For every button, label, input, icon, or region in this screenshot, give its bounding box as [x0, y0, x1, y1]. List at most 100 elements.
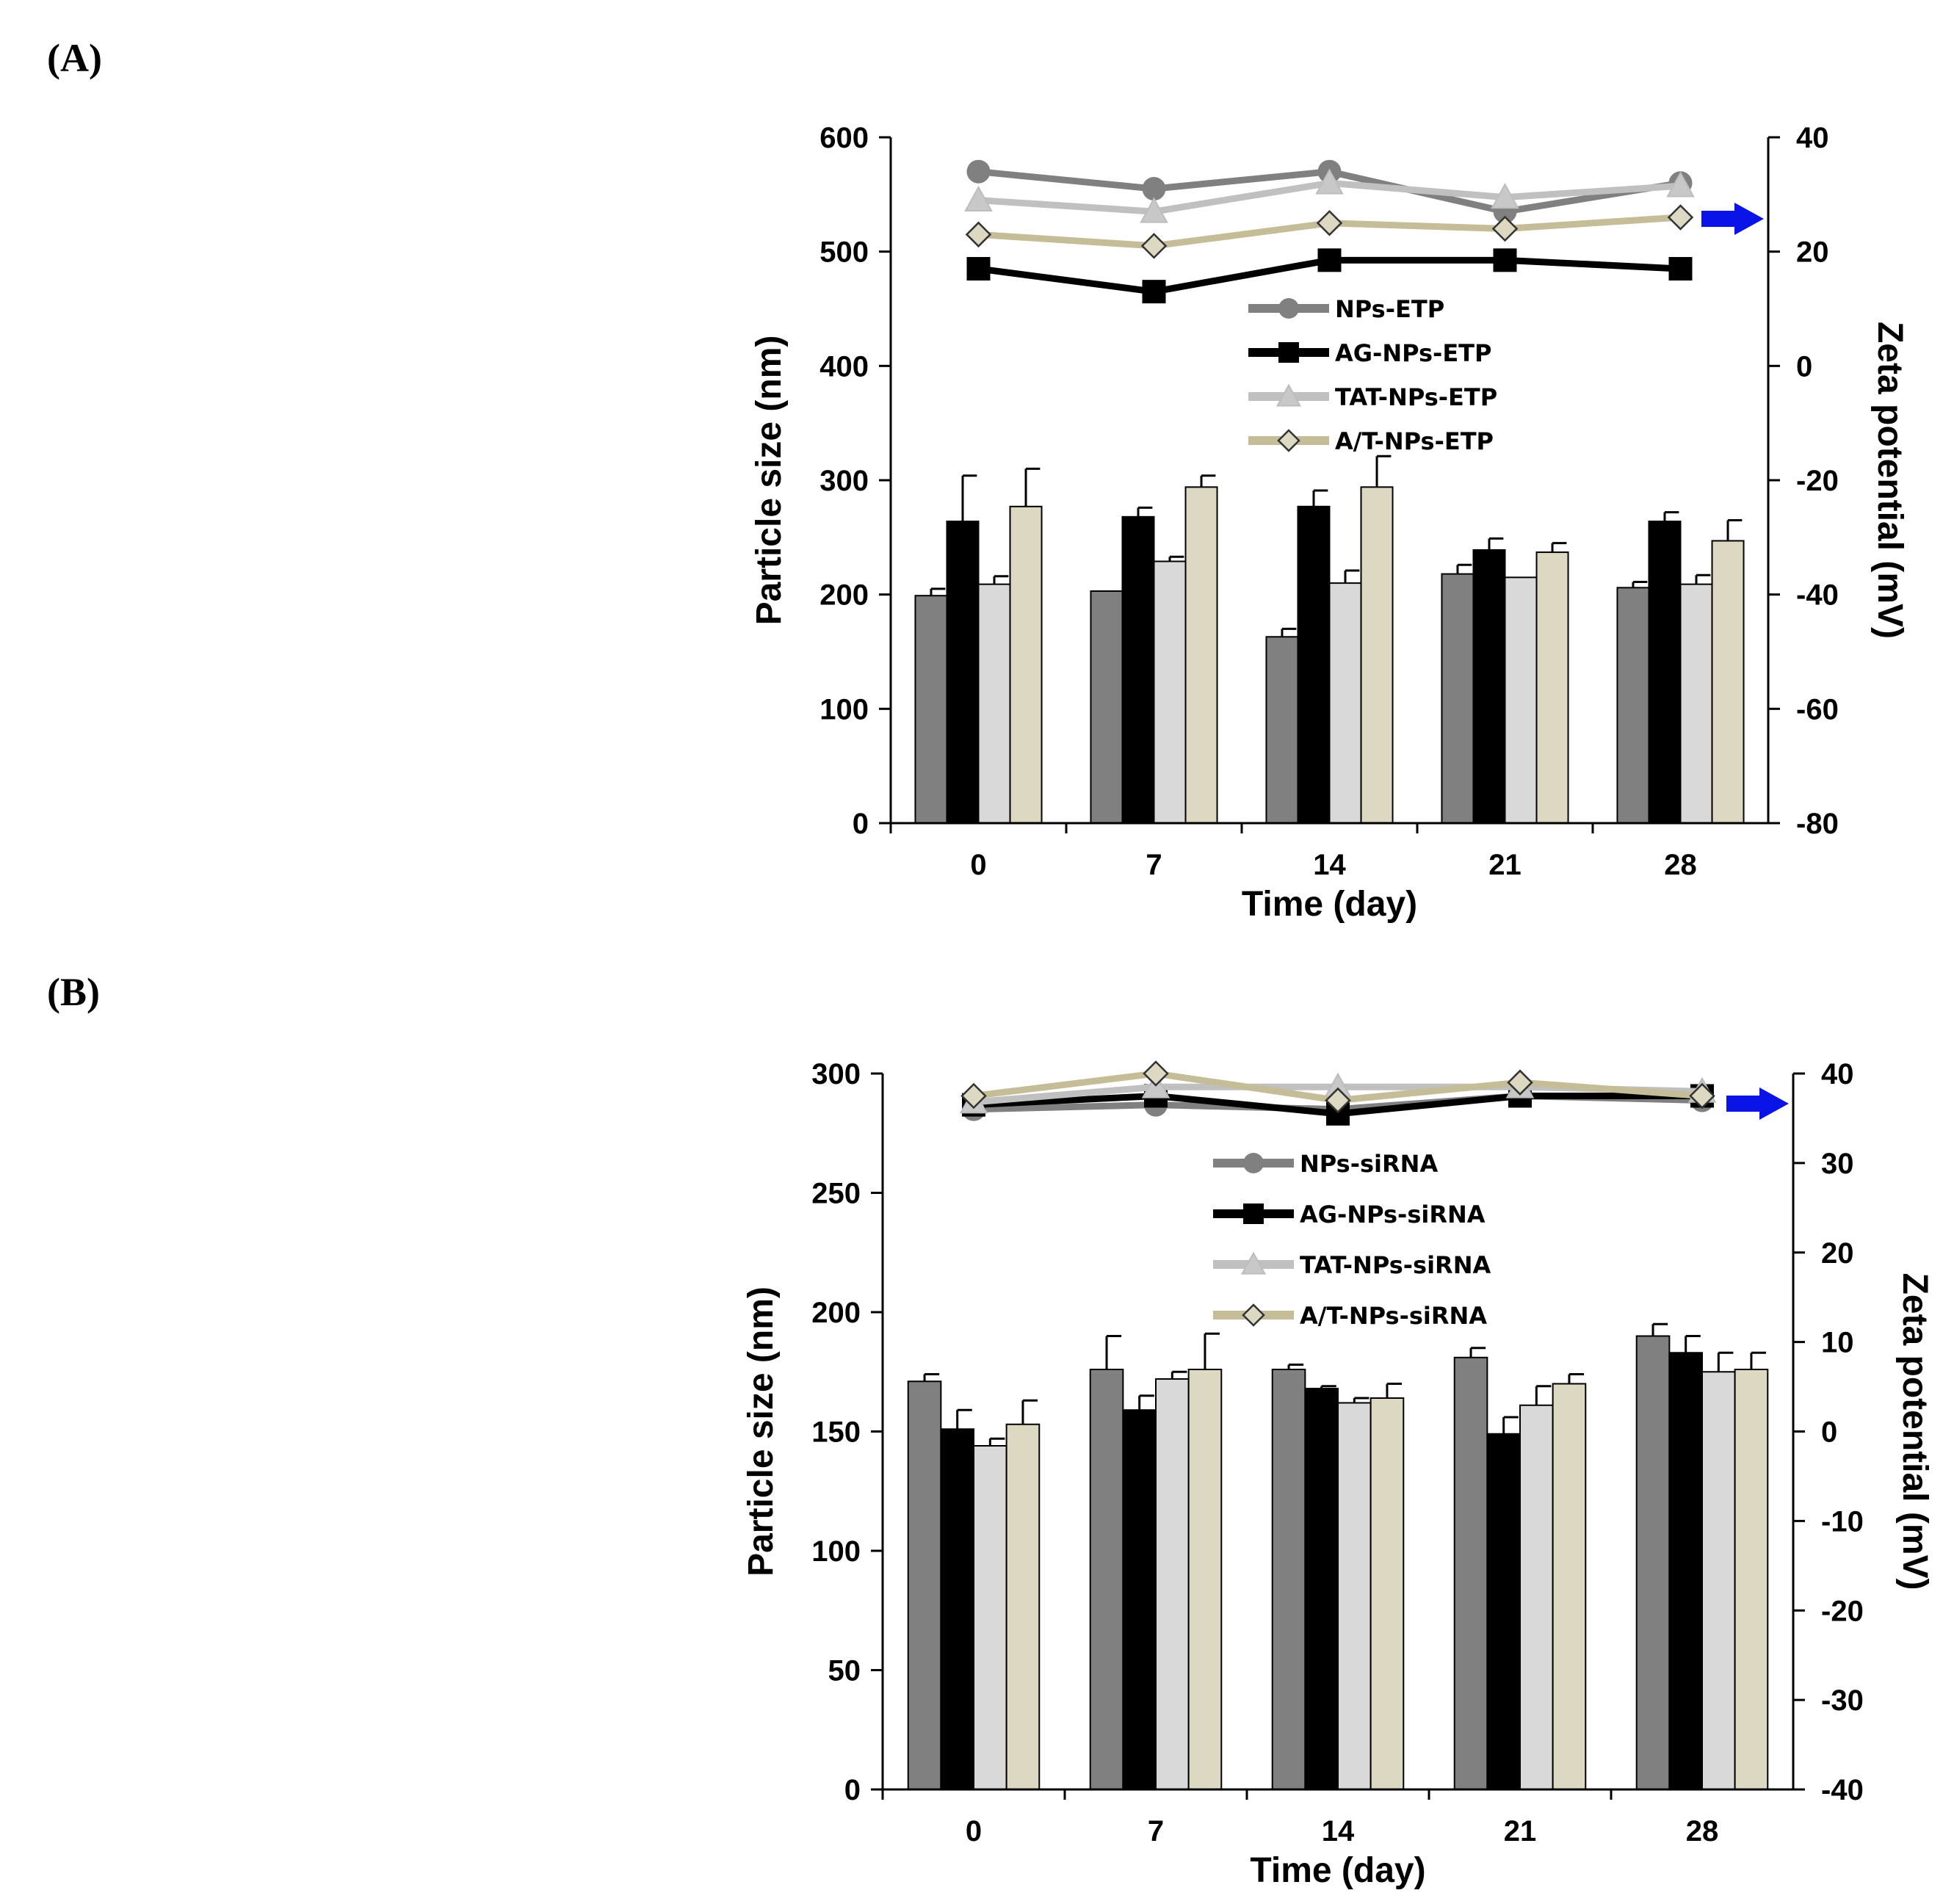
- legend-marker-a-s1: [1278, 342, 1299, 363]
- legend-label-a-s1: AG-NPs-ETP: [1335, 339, 1491, 367]
- bar-a-s2-3: [1504, 576, 1538, 824]
- zeta-point-a-s1-0: [966, 257, 991, 281]
- bar-a-s3-2: [1360, 486, 1394, 825]
- bar-a-s1-4: [1648, 521, 1682, 824]
- bar-b-s0-4: [1635, 1335, 1671, 1790]
- bar-b-s1-1: [1122, 1409, 1157, 1790]
- x-tick-label-b: 21: [1504, 1815, 1537, 1847]
- bar-b-s1-2: [1304, 1388, 1339, 1790]
- legend-marker-b-s1: [1243, 1203, 1264, 1224]
- bar-a-s0-0: [914, 595, 948, 824]
- y-tick-label-a: 600: [819, 122, 869, 154]
- y-tick-label-b: 200: [811, 1297, 861, 1329]
- bar-b-s3-2: [1369, 1397, 1405, 1790]
- y2-tick-label-a: 40: [1796, 122, 1829, 154]
- zeta-point-a-s0-1: [1142, 177, 1166, 201]
- bar-b-s2-1: [1155, 1378, 1190, 1790]
- y-tick-label-b: 150: [811, 1416, 861, 1449]
- y2-tick-label-b: -10: [1821, 1505, 1864, 1538]
- y2-tick-label-b: -40: [1821, 1774, 1864, 1806]
- x-tick-label-a: 7: [1146, 849, 1162, 881]
- y2-axis-title-a: Zeta potential (mV): [1870, 322, 1909, 639]
- x-tick-label-a: 14: [1313, 849, 1346, 881]
- bar-a-s3-4: [1711, 540, 1745, 825]
- bar-a-s1-1: [1121, 515, 1155, 825]
- y2-tick-label-a: -80: [1796, 808, 1839, 840]
- y-tick-label-b: 250: [811, 1178, 861, 1210]
- bar-a-s1-0: [946, 521, 980, 824]
- zeta-point-b-s3-2: [1325, 1087, 1351, 1114]
- panel-label-a: (A): [47, 36, 102, 80]
- bar-a-s3-1: [1184, 486, 1218, 825]
- bar-a-s2-0: [977, 583, 1011, 824]
- y2-tick-label-a: 0: [1796, 350, 1812, 383]
- zeta-point-a-s2-0: [964, 185, 993, 212]
- bar-b-s2-4: [1701, 1371, 1736, 1790]
- bar-b-s1-3: [1486, 1433, 1521, 1790]
- legend-marker-b-s0: [1243, 1153, 1264, 1173]
- y2-tick-label-a: -40: [1796, 579, 1839, 612]
- y-tick-label-a: 500: [819, 236, 869, 269]
- bar-a-s1-2: [1297, 505, 1331, 824]
- y2-tick-label-a: 20: [1796, 236, 1829, 269]
- zeta-point-a-s1-2: [1317, 248, 1342, 272]
- zeta-point-a-s2-1: [1140, 197, 1168, 223]
- y-tick-label-b: 300: [811, 1058, 861, 1090]
- bar-a-s2-1: [1153, 560, 1187, 824]
- zeta-point-a-s3-1: [1140, 233, 1168, 259]
- axis-arrow-a: [1701, 203, 1764, 235]
- x-tick-label-b: 28: [1686, 1815, 1719, 1847]
- bar-a-s0-1: [1090, 590, 1124, 824]
- y2-tick-label-b: 10: [1821, 1327, 1854, 1359]
- zeta-point-a-s2-4: [1666, 171, 1695, 198]
- legend-label-b-s1: AG-NPs-siRNA: [1300, 1201, 1486, 1228]
- bar-a-s0-4: [1616, 587, 1650, 824]
- zeta-point-a-s3-2: [1316, 209, 1343, 236]
- bar-b-s0-3: [1453, 1356, 1488, 1790]
- bar-b-s2-2: [1337, 1402, 1372, 1790]
- x-axis-title-a: Time (day): [1242, 885, 1417, 924]
- zeta-point-a-s3-3: [1491, 215, 1519, 242]
- x-tick-label-a: 21: [1488, 849, 1522, 881]
- y-tick-label-a: 0: [853, 808, 869, 840]
- y2-tick-label-b: 20: [1821, 1237, 1854, 1270]
- legend-marker-b-s3: [1242, 1303, 1265, 1327]
- y2-tick-label-a: -60: [1796, 693, 1839, 725]
- zeta-point-b-s3-0: [960, 1082, 987, 1110]
- y2-tick-label-b: 30: [1821, 1148, 1854, 1180]
- bar-a-s3-0: [1009, 505, 1043, 824]
- y2-tick-label-b: 0: [1821, 1416, 1837, 1449]
- y-tick-label-b: 50: [828, 1655, 861, 1687]
- zeta-point-a-s2-3: [1491, 183, 1519, 209]
- legend-marker-a-s3: [1277, 429, 1300, 452]
- y2-tick-label-b: -30: [1821, 1684, 1864, 1717]
- legend-label-a-s2: TAT-NPs-ETP: [1335, 383, 1497, 411]
- zeta-point-a-s1-1: [1142, 280, 1166, 304]
- zeta-point-b-s3-4: [1689, 1082, 1715, 1110]
- bar-a-s2-2: [1328, 582, 1362, 824]
- zeta-point-a-s2-2: [1315, 168, 1344, 195]
- y2-axis-title-b: Zeta potential (mV): [1895, 1273, 1934, 1590]
- y-tick-label-a: 300: [819, 465, 869, 497]
- bar-a-s0-2: [1265, 636, 1299, 824]
- y-tick-label-b: 100: [811, 1535, 861, 1568]
- bar-a-s1-3: [1472, 549, 1506, 824]
- y-tick-label-a: 200: [819, 579, 869, 612]
- bar-a-s2-4: [1679, 583, 1713, 824]
- bar-a-s3-3: [1535, 551, 1569, 824]
- y-tick-label-a: 400: [819, 350, 869, 383]
- bar-b-s0-1: [1089, 1369, 1124, 1790]
- bar-b-s0-2: [1271, 1369, 1306, 1790]
- legend-label-b-s3: A/T-NPs-siRNA: [1300, 1302, 1487, 1330]
- legend-label-a-s3: A/T-NPs-ETP: [1335, 427, 1494, 455]
- bar-b-s2-0: [973, 1445, 1007, 1790]
- zeta-point-a-s3-4: [1667, 204, 1694, 231]
- legend-label-b-s0: NPs-siRNA: [1300, 1150, 1438, 1178]
- legend-marker-a-s2: [1276, 383, 1302, 407]
- y-tick-label-a: 100: [819, 693, 869, 725]
- zeta-point-a-s1-3: [1493, 248, 1517, 272]
- y2-tick-label-b: 40: [1821, 1058, 1854, 1090]
- y2-tick-label-b: -20: [1821, 1595, 1864, 1627]
- legend-marker-a-s0: [1278, 298, 1299, 319]
